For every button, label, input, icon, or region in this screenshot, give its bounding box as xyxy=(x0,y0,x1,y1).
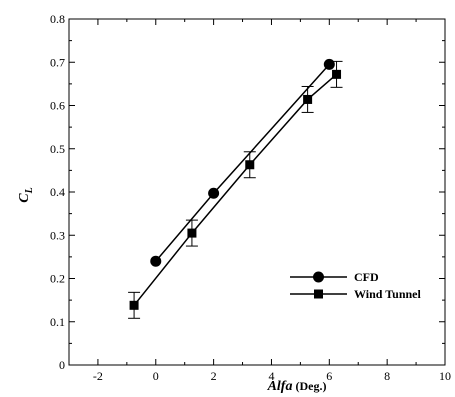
series-cfd xyxy=(150,58,335,267)
data-point xyxy=(129,300,139,310)
series-line xyxy=(133,73,338,306)
data-point xyxy=(303,94,313,104)
svg-text:CL: CL xyxy=(17,187,35,202)
legend: CFD Wind Tunnel xyxy=(290,270,421,301)
y-tick-label: 0.2 xyxy=(50,272,65,286)
x-axis-title-unit: (Deg.) xyxy=(292,379,326,393)
data-point xyxy=(187,228,197,238)
x-axis-title: Alfa (Deg.) xyxy=(267,379,327,394)
series-wind-tunnel xyxy=(128,60,343,319)
legend-label: Wind Tunnel xyxy=(354,287,421,301)
y-tick-label: 0.6 xyxy=(50,99,65,113)
y-axis-title: CL xyxy=(17,187,35,202)
y-tick-label: 0.8 xyxy=(50,12,65,26)
y-tick-label: 0.4 xyxy=(50,185,65,199)
legend-item: CFD xyxy=(290,270,379,284)
axes: -2 0 2 4 6 8 10 0 0.1 0.2 0.3 0.4 0.5 0.6 0.7 0.8 xyxy=(50,12,451,383)
x-axis-title-italic: Alfa xyxy=(267,379,293,394)
x-tick-label: 6 xyxy=(326,369,332,383)
x-tick-label: 10 xyxy=(439,369,451,383)
x-tick-label: 4 xyxy=(268,369,274,383)
y-tick-label: 0.7 xyxy=(50,55,65,69)
y-tick-label: 0.1 xyxy=(50,315,65,329)
x-tick-label: 0 xyxy=(153,369,159,383)
series-line xyxy=(155,63,330,262)
legend-item: Wind Tunnel xyxy=(290,287,421,301)
data-point xyxy=(332,69,342,79)
legend-marker-square xyxy=(314,289,323,299)
y-tick-label: 0 xyxy=(59,358,65,372)
y-axis-title-sub: L xyxy=(24,187,35,194)
y-tick-label: 0.5 xyxy=(50,142,65,156)
x-tick-label: -2 xyxy=(93,369,103,383)
data-point xyxy=(245,160,255,170)
data-point xyxy=(323,58,335,70)
plot-frame xyxy=(68,18,446,366)
data-point xyxy=(208,187,220,199)
data-point xyxy=(150,255,162,267)
y-tick-label: 0.3 xyxy=(50,228,65,242)
x-tick-label: 8 xyxy=(384,369,390,383)
legend-marker-circle xyxy=(313,271,324,283)
y-axis-title-main: C xyxy=(17,193,32,203)
series-layer xyxy=(128,58,343,319)
legend-label: CFD xyxy=(354,270,379,284)
x-tick-label: 2 xyxy=(211,369,217,383)
